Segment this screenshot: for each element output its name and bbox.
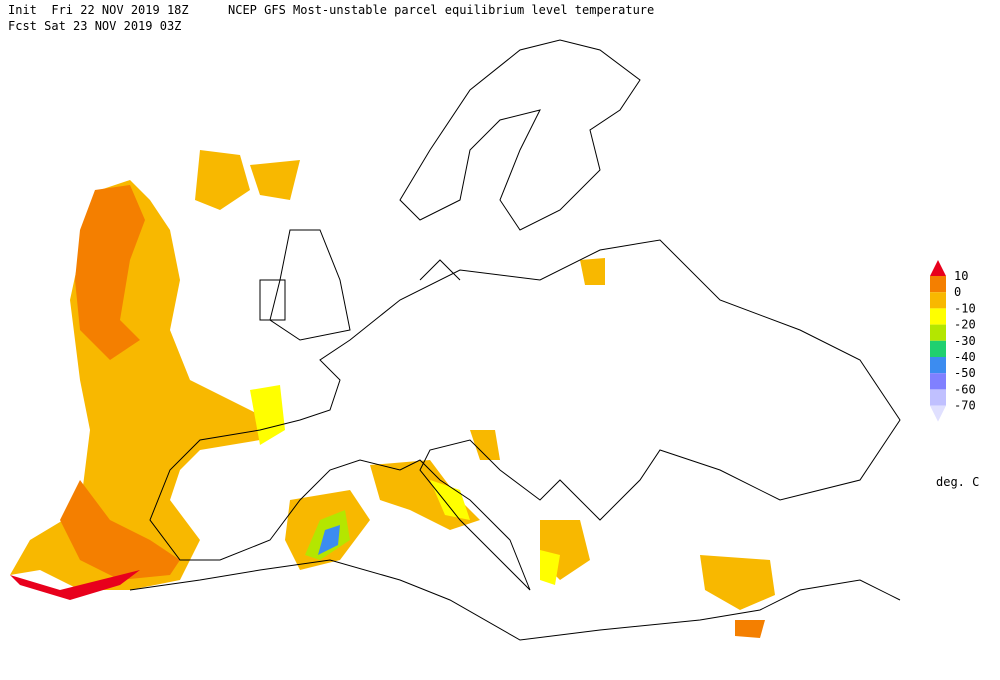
field-orange <box>580 258 605 285</box>
legend-label: -40 <box>954 350 976 364</box>
field-blue <box>318 525 340 555</box>
field-orange <box>470 430 500 460</box>
field-orange <box>195 150 250 210</box>
legend-swatch <box>930 389 946 406</box>
init-time: Init Fri 22 NOV 2019 18Z <box>8 3 189 17</box>
field-orange <box>700 555 775 610</box>
legend-label: 0 <box>954 285 961 299</box>
continental-europe <box>149 239 901 591</box>
legend-label: 10 <box>954 269 968 283</box>
field-yellow <box>430 480 470 520</box>
legend-swatch <box>930 324 946 341</box>
field-dark-orange <box>735 620 765 638</box>
legend-unit: deg. C <box>936 475 979 489</box>
ireland <box>259 279 286 321</box>
scandinavia <box>399 39 641 231</box>
field-orange <box>370 460 480 530</box>
legend-swatch <box>930 276 946 293</box>
legend-arrow-top <box>930 260 946 276</box>
legend-arrow-bottom <box>930 405 946 422</box>
legend-swatch <box>930 292 946 309</box>
field-orange <box>10 180 270 590</box>
field-dark-orange <box>60 480 180 580</box>
field-yellow <box>540 550 560 585</box>
map-title: NCEP GFS Most-unstable parcel equilibriu… <box>228 3 654 17</box>
denmark <box>419 259 461 281</box>
legend-label: -20 <box>954 318 976 332</box>
legend-label: -50 <box>954 366 976 380</box>
field-red <box>10 570 140 600</box>
forecast-time: Fcst Sat 23 NOV 2019 03Z <box>8 19 181 33</box>
field-orange <box>250 160 300 200</box>
legend-swatch <box>930 308 946 325</box>
britain <box>269 229 351 341</box>
legend: 10 0 -10 -20 -30 -40 -50 -60 -70 deg. C <box>930 260 979 489</box>
legend-label: -10 <box>954 301 976 315</box>
north-africa <box>129 559 901 641</box>
shaded-fields <box>10 150 775 638</box>
field-dark-orange <box>75 185 145 360</box>
legend-swatch <box>930 357 946 374</box>
legend-swatch <box>930 340 946 357</box>
legend-swatch <box>930 373 946 390</box>
coastlines <box>129 39 901 641</box>
legend-label: -30 <box>954 334 976 348</box>
legend-label: -70 <box>954 399 976 413</box>
legend-label: -60 <box>954 382 976 396</box>
